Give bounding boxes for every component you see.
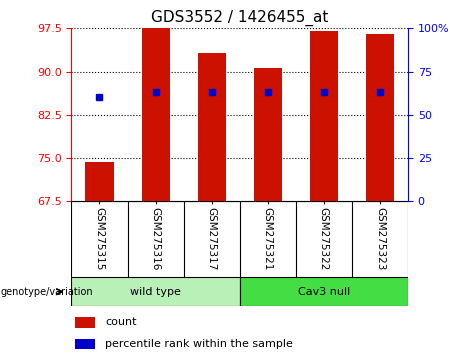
Bar (240, 277, 408, 306)
Text: count: count (105, 318, 136, 327)
Text: GSM275317: GSM275317 (207, 207, 217, 270)
Text: Cav3 null: Cav3 null (298, 287, 350, 297)
Text: percentile rank within the sample: percentile rank within the sample (105, 339, 293, 349)
Bar (366, 34, 394, 201)
Bar (254, 68, 282, 201)
Bar (71, 277, 240, 306)
Text: GSM275323: GSM275323 (375, 207, 385, 270)
Bar (198, 53, 226, 201)
Text: GSM275316: GSM275316 (151, 207, 160, 270)
Text: GSM275321: GSM275321 (263, 207, 273, 270)
Text: genotype/variation: genotype/variation (1, 287, 94, 297)
Text: GSM275315: GSM275315 (95, 207, 105, 270)
Text: GSM275322: GSM275322 (319, 207, 329, 270)
Bar (310, 31, 338, 201)
Bar (85, 162, 113, 201)
Bar (75, 317, 95, 328)
Bar (75, 339, 95, 349)
Bar (142, 28, 170, 201)
Text: wild type: wild type (130, 287, 181, 297)
Title: GDS3552 / 1426455_at: GDS3552 / 1426455_at (151, 9, 328, 25)
